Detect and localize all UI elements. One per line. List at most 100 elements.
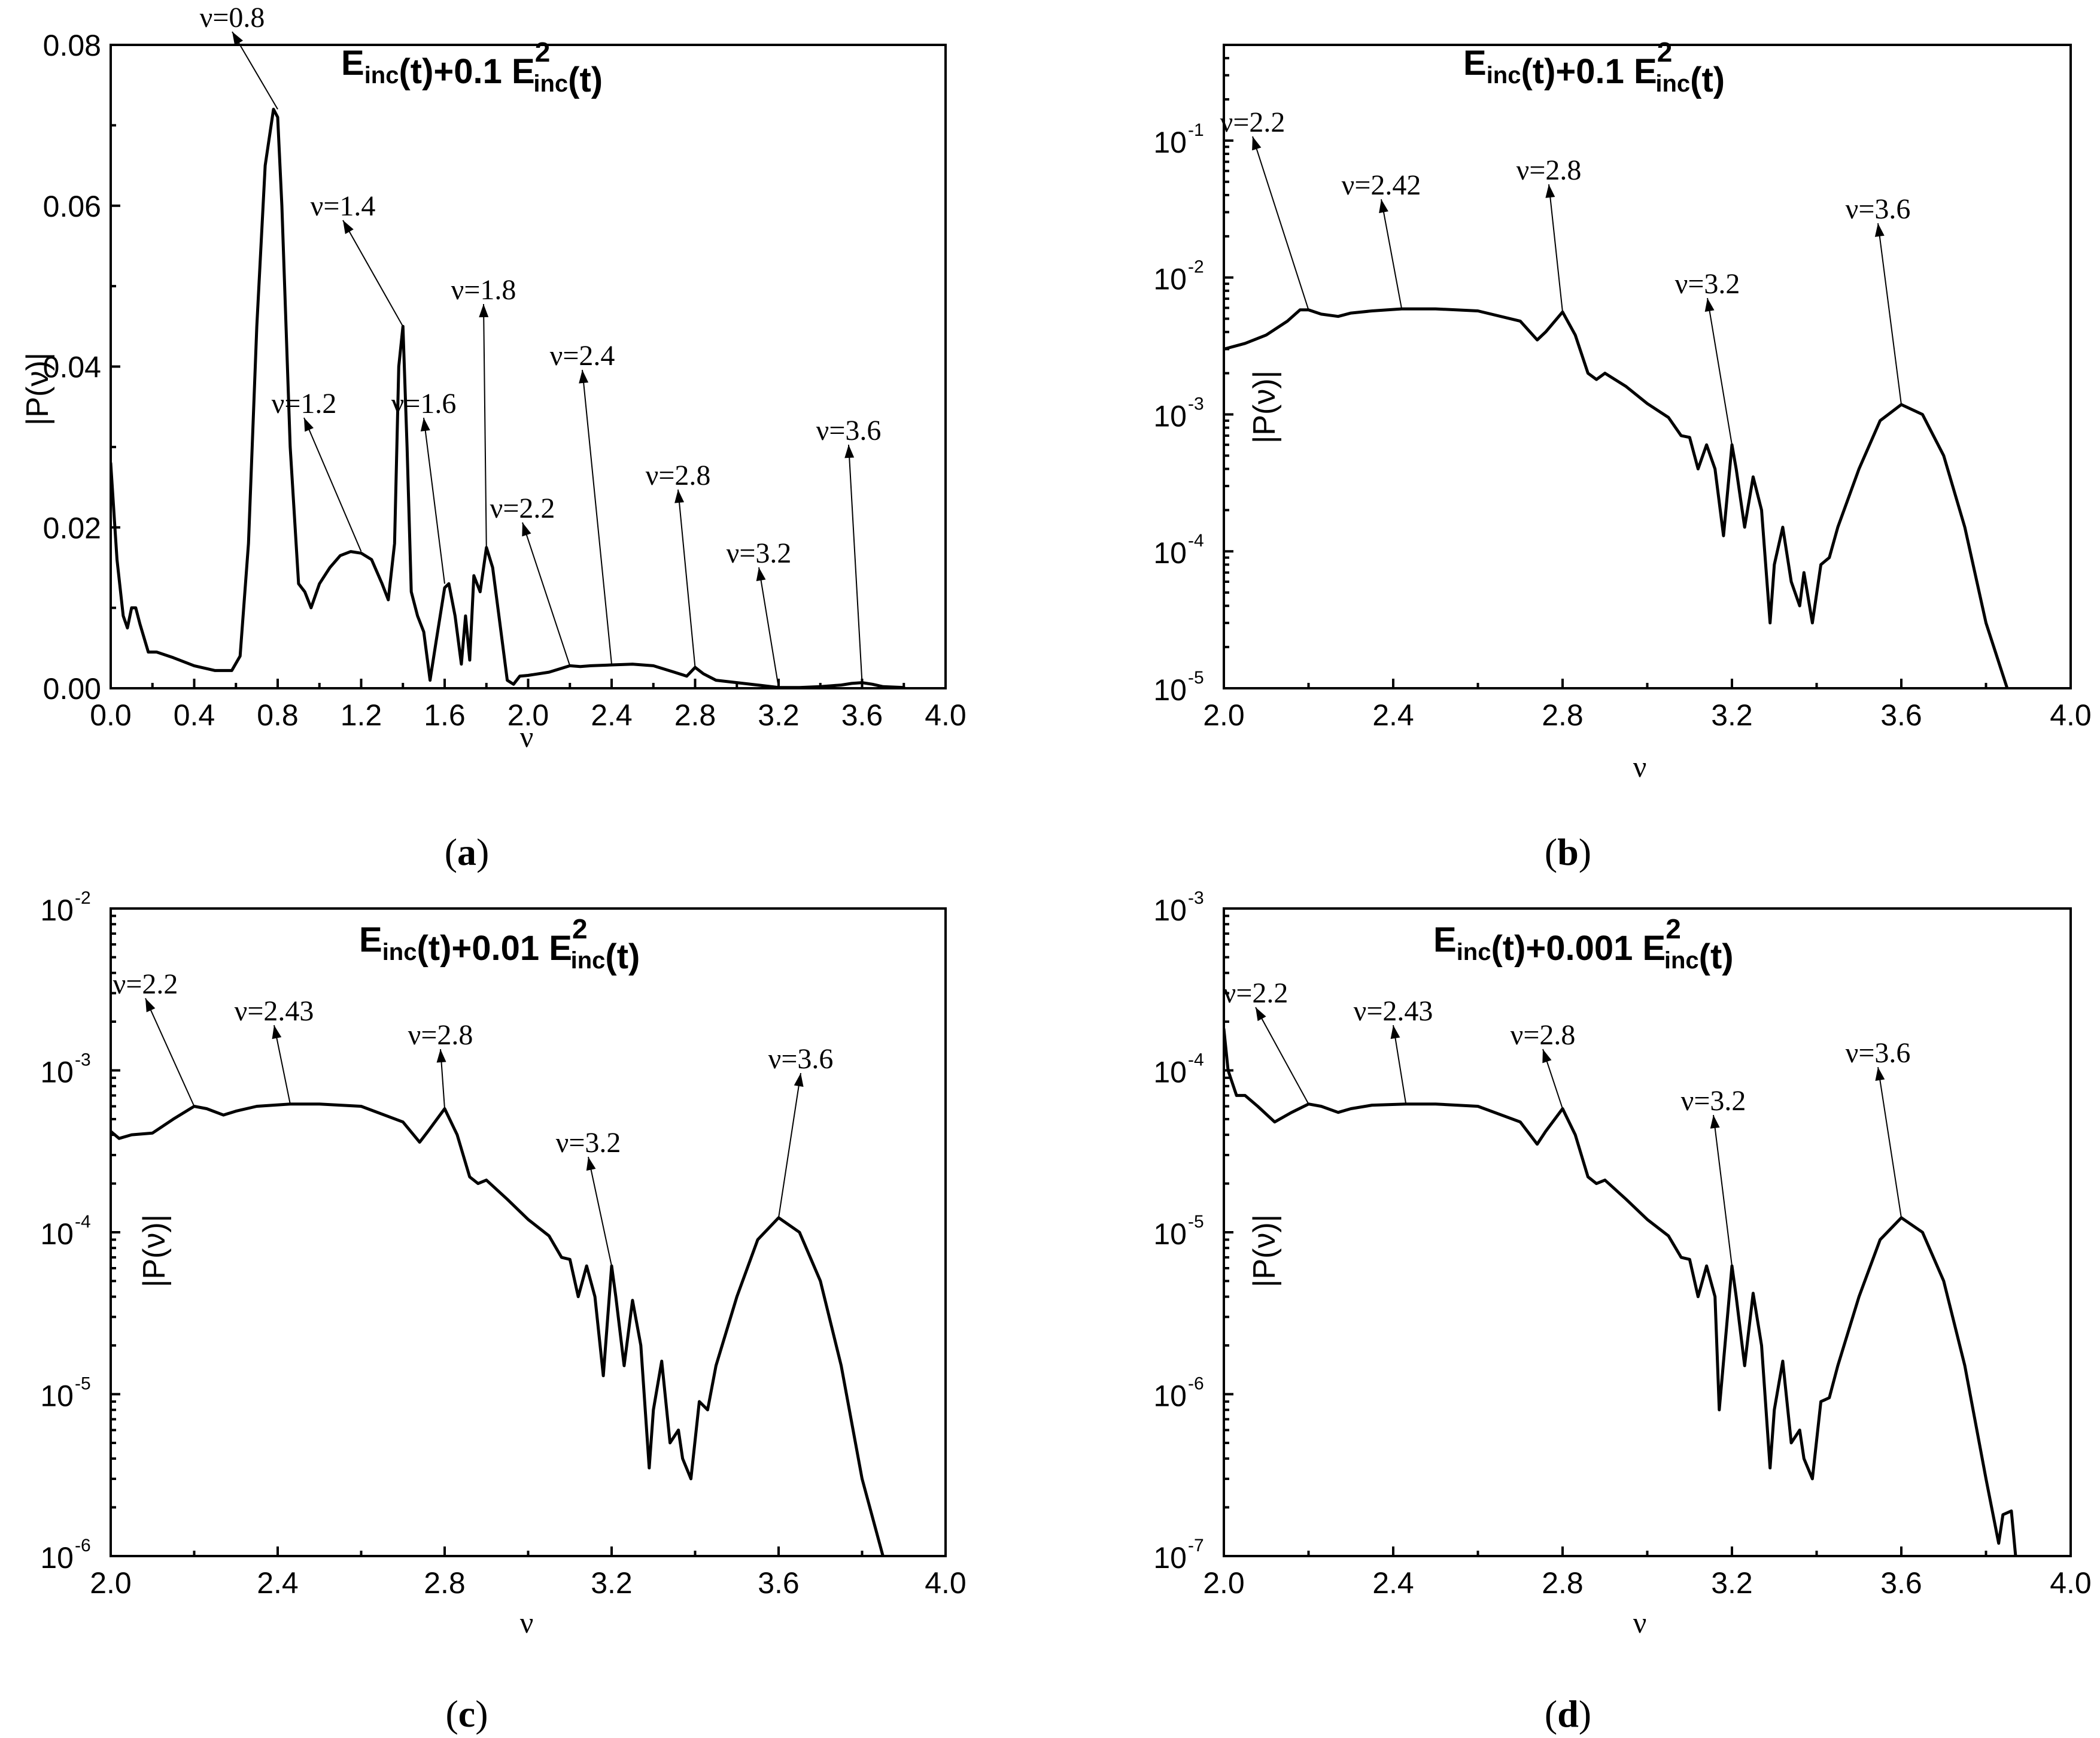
annotation-label: ν=1.8: [451, 274, 516, 306]
chart-title: Einc(t)+0.001 E2 inc(t): [1433, 913, 1734, 976]
y-axis-label: |P(ν)|: [1247, 370, 1282, 443]
annotation-label: ν=2.2: [490, 493, 555, 524]
annotation-arrowhead: [1252, 136, 1262, 151]
chart-title: Einc(t)+0.1 E2 inc(t): [341, 37, 603, 99]
x-tick-label: 3.2: [1711, 698, 1753, 732]
annotation-arrow: [303, 417, 362, 552]
y-tick-exponent: -3: [1188, 888, 1204, 908]
y-tick-label: 10: [1153, 263, 1187, 296]
chart-title: Einc(t)+0.01 E2 inc(t): [359, 913, 640, 976]
x-axis-label: ν: [520, 720, 534, 753]
annotation-arrow: [1877, 223, 1902, 405]
x-axis-label: ν: [520, 1606, 534, 1639]
x-tick-label: 1.6: [424, 698, 466, 732]
series-line: [1224, 307, 2009, 688]
x-tick-label: 3.2: [758, 698, 800, 732]
y-tick-exponent: -4: [1188, 531, 1204, 551]
y-tick-label: 10: [1153, 1541, 1187, 1575]
x-tick-label: 0.4: [174, 698, 215, 732]
annotation-label: ν=2.2: [113, 968, 178, 1000]
y-tick-exponent: -4: [75, 1212, 91, 1232]
annotation-label: ν=3.6: [1846, 193, 1911, 225]
annotation-label: ν=2.2: [1220, 107, 1285, 138]
annotation-label: ν=3.6: [1846, 1037, 1911, 1069]
annotation-label: ν=3.6: [768, 1043, 834, 1075]
annotation-arrow: [582, 369, 612, 664]
annotation-arrow: [848, 444, 863, 683]
annotation-arrow: [1713, 1114, 1733, 1266]
annotation-label: ν=3.2: [1681, 1085, 1746, 1117]
x-tick-label: 3.6: [758, 1566, 800, 1600]
panel-b: 2.0 2.4 2.8 3.2 3.6 4.010-510-410-310-210-1 ν=…: [1153, 37, 2091, 873]
y-tick-exponent: -5: [1188, 1212, 1204, 1232]
x-tick-label: 4.0: [2050, 698, 2092, 732]
y-tick-exponent: -7: [1188, 1536, 1204, 1555]
annotation-arrow: [232, 31, 278, 110]
annotation-arrow: [145, 998, 195, 1107]
y-tick-exponent: -1: [1188, 120, 1204, 140]
x-axis-label: ν: [1633, 1606, 1647, 1639]
series-line: [1224, 1027, 2017, 1556]
series-line: [111, 108, 905, 688]
panel-a: 0.0 0.4 0.8 1.2 1.6 2.0 2.4 2.8 3.2 3.6 4.0 0.00 0.0…: [20, 2, 967, 873]
annotation-label: ν=2.42: [1342, 169, 1421, 201]
annotation-label: ν=2.8: [408, 1019, 473, 1051]
annotation-arrowhead: [304, 418, 314, 432]
panel-label: (c): [445, 1693, 488, 1735]
annotation-label: ν=1.6: [391, 388, 457, 420]
panel-label: (d): [1545, 1693, 1591, 1735]
annotation-arrow: [522, 522, 571, 666]
x-tick-label: 3.2: [591, 1566, 633, 1600]
x-tick-label: 3.2: [1711, 1566, 1753, 1600]
annotation-arrowhead: [343, 220, 354, 235]
y-tick-label: 10: [1153, 536, 1187, 570]
y-axis-label: |P(ν)|: [1247, 1214, 1282, 1287]
y-tick-exponent: -3: [1188, 394, 1204, 414]
annotation-label: ν=0.8: [200, 2, 265, 34]
chart-title: Einc(t)+0.1 E2 inc(t): [1463, 37, 1725, 99]
annotation-arrowhead: [1542, 1049, 1552, 1064]
y-tick-label: 0.08: [43, 29, 101, 62]
y-tick-label: 10: [40, 1056, 74, 1089]
x-tick-label: 2.0: [507, 698, 549, 732]
x-tick-label: 2.8: [1542, 698, 1584, 732]
y-tick-label: 10: [40, 894, 74, 927]
panel-d: 2.0 2.4 2.8 3.2 3.6 4.010-710-610-510-410 -3ν=…: [1153, 888, 2091, 1735]
x-axis-label: ν: [1633, 750, 1647, 783]
annotation-arrow: [1393, 1025, 1407, 1104]
annotation-arrowhead: [1710, 1115, 1720, 1129]
y-tick-label: 0.02: [43, 511, 101, 545]
annotation-arrow: [423, 417, 445, 584]
y-tick-label: 10: [1153, 1217, 1187, 1251]
annotation-arrowhead: [522, 522, 531, 537]
annotation-arrowhead: [1390, 1025, 1400, 1039]
y-tick-exponent: -3: [75, 1050, 91, 1070]
annotation-arrowhead: [1874, 223, 1885, 237]
annotation-arrowhead: [674, 490, 685, 503]
plot-frame: [1223, 907, 2072, 1557]
x-tick-label: 4.0: [2050, 1566, 2092, 1600]
annotation-arrowhead: [145, 998, 156, 1013]
annotation-label: ν=3.2: [1675, 268, 1740, 300]
panel-c: 2.0 2.4 2.8 3.2 3.6 4.010-610-510-410-310 -2ν=…: [40, 888, 966, 1735]
y-tick-exponent: -5: [75, 1374, 91, 1394]
plot-frame: [110, 44, 947, 689]
annotation-arrow: [273, 1025, 291, 1104]
x-tick-label: 2.8: [674, 698, 716, 732]
plot-frame: [1223, 44, 2072, 689]
x-tick-label: 4.0: [925, 698, 967, 732]
x-tick-label: 2.4: [1372, 1566, 1414, 1600]
x-tick-label: 2.4: [591, 698, 633, 732]
annotation-arrowhead: [272, 1025, 282, 1040]
annotation-label: ν=3.2: [556, 1127, 621, 1159]
annotation-arrow: [483, 303, 487, 548]
annotation-label: ν=2.8: [646, 460, 711, 491]
y-tick-label: 10: [1153, 1056, 1187, 1089]
annotation-arrowhead: [579, 370, 589, 384]
y-tick-label: 0.00: [43, 672, 101, 706]
y-tick-label: 10: [1153, 1380, 1187, 1413]
y-tick-label: 10: [40, 1380, 74, 1413]
annotation-arrow: [342, 220, 404, 327]
annotation-arrowhead: [1379, 199, 1388, 214]
